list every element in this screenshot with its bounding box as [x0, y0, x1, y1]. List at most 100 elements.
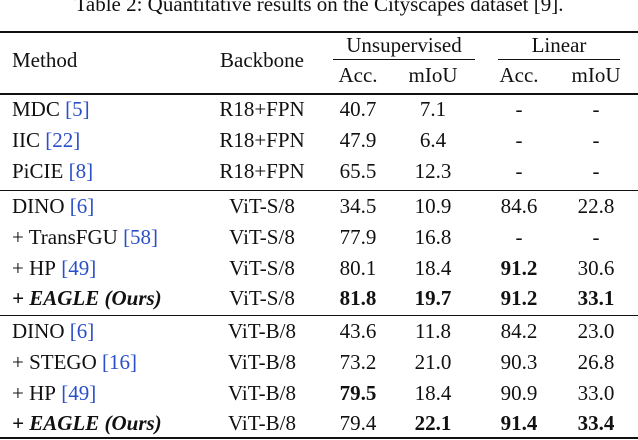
value: 26.8: [577, 349, 615, 374]
rule: [0, 190, 638, 191]
value: 73.2: [339, 349, 377, 374]
value: 23.0: [577, 319, 615, 343]
value: 91.4: [500, 411, 538, 436]
group-rule: [498, 59, 620, 60]
group-rule: [333, 59, 475, 60]
value: 10.9: [414, 194, 452, 218]
value: 16.8: [414, 224, 452, 249]
backbone: R18+FPN: [219, 158, 305, 183]
value: 33.1: [577, 286, 615, 311]
rule: [0, 315, 638, 316]
value: -: [592, 224, 600, 249]
citation: [16]: [102, 349, 138, 374]
citation: [8]: [68, 158, 94, 183]
value: -: [592, 127, 600, 152]
value: 11.8: [415, 319, 451, 343]
method-name: DINO: [12, 319, 65, 343]
method-name: + HP: [12, 380, 56, 405]
value: 6.4: [419, 127, 447, 152]
header-group: Unsupervised: [346, 33, 462, 57]
method-name: + EAGLE (Ours): [12, 286, 162, 311]
method-name: DINO: [12, 194, 65, 218]
value: 91.2: [500, 255, 538, 280]
value: 18.4: [414, 380, 452, 405]
value: 47.9: [339, 127, 377, 152]
value: 22.1: [414, 411, 452, 436]
method-cell: MDC [5]: [12, 97, 90, 121]
header-group: Linear: [531, 33, 587, 57]
value: -: [515, 224, 523, 249]
method-name: + TransFGU: [12, 224, 118, 249]
method-name: IIC: [12, 127, 40, 152]
value: -: [515, 127, 523, 152]
method-name: + HP: [12, 255, 56, 280]
value: 19.7: [414, 286, 452, 311]
header-metric: mIoU: [571, 63, 621, 87]
value: 84.2: [500, 319, 538, 343]
value: 40.7: [339, 97, 377, 121]
value: 91.2: [500, 286, 538, 311]
method-cell: + EAGLE (Ours): [12, 286, 162, 310]
value: 21.0: [414, 349, 452, 374]
value: 30.6: [577, 255, 615, 280]
citation: [58]: [123, 224, 159, 249]
value: 84.6: [500, 194, 538, 218]
method-name: + EAGLE (Ours): [12, 411, 162, 436]
method-cell: + HP [49]: [12, 381, 96, 405]
method-cell: + HP [49]: [12, 256, 96, 280]
value: -: [592, 158, 600, 183]
value: 90.3: [500, 349, 538, 374]
citation: [49]: [61, 255, 97, 280]
backbone: ViT-B/8: [228, 380, 296, 405]
value: -: [515, 97, 523, 121]
backbone: R18+FPN: [219, 97, 305, 121]
method-cell: DINO [6]: [12, 194, 94, 218]
value: 77.9: [339, 224, 377, 249]
header-backbone: Backbone: [220, 48, 304, 72]
method-cell: + TransFGU [58]: [12, 225, 158, 249]
method-cell: IIC [22]: [12, 128, 80, 152]
method-cell: + EAGLE (Ours): [12, 411, 162, 435]
value: 12.3: [414, 158, 452, 183]
value: 33.4: [577, 411, 615, 436]
value: 18.4: [414, 255, 452, 280]
citation: [6]: [69, 319, 95, 343]
value: -: [592, 97, 600, 121]
caption: Table 2: Quantitative results on the Cit…: [74, 0, 564, 16]
rule: [0, 31, 638, 33]
value: 79.5: [339, 380, 377, 405]
method-cell: PiCIE [8]: [12, 159, 93, 183]
backbone: ViT-B/8: [228, 319, 296, 343]
citation: [22]: [45, 127, 81, 152]
value: 65.5: [339, 158, 377, 183]
citation: [6]: [69, 194, 95, 218]
backbone: ViT-B/8: [228, 349, 296, 374]
rule: [0, 437, 638, 439]
backbone: ViT-S/8: [229, 286, 295, 311]
value: 22.8: [577, 194, 615, 218]
rule: [0, 93, 638, 95]
backbone: R18+FPN: [219, 127, 305, 152]
header-metric: Acc.: [499, 63, 539, 87]
value: 34.5: [339, 194, 377, 218]
method-name: MDC: [12, 97, 60, 121]
header-metric: mIoU: [408, 63, 458, 87]
citation: [5]: [65, 97, 90, 121]
method-name: PiCIE: [12, 158, 64, 183]
method-cell: + STEGO [16]: [12, 350, 137, 374]
header-method: Method: [12, 48, 78, 72]
backbone: ViT-B/8: [228, 411, 296, 436]
value: 43.6: [339, 319, 377, 343]
value: 81.8: [339, 286, 377, 311]
value: 33.0: [577, 380, 615, 405]
backbone: ViT-S/8: [229, 255, 295, 280]
citation: [49]: [61, 380, 97, 405]
backbone: ViT-S/8: [229, 194, 295, 218]
value: 7.1: [419, 97, 447, 121]
value: 80.1: [339, 255, 377, 280]
backbone: ViT-S/8: [229, 224, 295, 249]
header-metric: Acc.: [338, 63, 378, 87]
value: 79.4: [339, 411, 377, 436]
value: 90.9: [500, 380, 538, 405]
